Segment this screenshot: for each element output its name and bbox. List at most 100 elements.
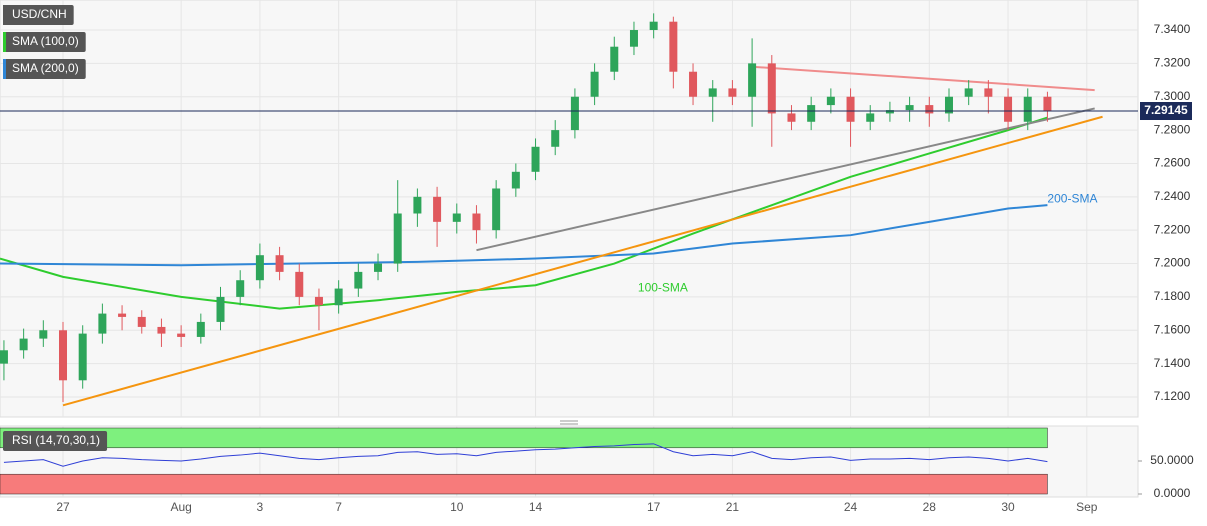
- last-price-box: [1140, 102, 1192, 121]
- last-price-label: 7.29145: [1144, 103, 1188, 117]
- legend-label: RSI (14,70,30,1): [12, 433, 100, 447]
- legend-box: [3, 32, 86, 52]
- candle-body: [866, 113, 875, 122]
- y-tick-label: 7.2400: [1154, 189, 1191, 203]
- candle-body: [196, 321, 205, 337]
- candle-body: [137, 316, 146, 327]
- x-tick-label: 17: [647, 500, 661, 514]
- y-tick-label: 7.3400: [1154, 22, 1191, 36]
- candle-body: [314, 296, 323, 306]
- candle-body: [531, 146, 540, 172]
- candle-body: [472, 213, 481, 231]
- candle-body: [826, 96, 835, 106]
- candle-body: [925, 105, 934, 114]
- x-tick-label: 7: [335, 500, 342, 514]
- candle-body: [452, 213, 461, 222]
- legend-swatch: [3, 32, 6, 52]
- candle-body: [0, 350, 8, 364]
- legend-item: SMA (100,0): [3, 32, 86, 52]
- y-tick-label: 0.0000: [1154, 486, 1191, 500]
- rsi-line: [3, 443, 1048, 467]
- x-tick-label: Sep: [1076, 500, 1098, 514]
- candle-body: [98, 313, 107, 334]
- candle-body: [393, 213, 402, 264]
- x-tick-label: 3: [257, 500, 264, 514]
- candle-body: [354, 271, 363, 289]
- rsi-band: [0, 473, 1048, 495]
- annotation: 200-SMA: [1047, 191, 1097, 205]
- legend-box: [3, 5, 74, 25]
- x-tick-label: 10: [450, 500, 464, 514]
- legend-label: USD/CNH: [12, 7, 67, 21]
- candle-body: [39, 330, 48, 339]
- candle-body: [374, 263, 383, 272]
- candle-body: [511, 171, 520, 189]
- legend-item: SMA (200,0): [3, 59, 86, 79]
- candle-body: [748, 63, 757, 97]
- legend-swatch: [3, 5, 6, 25]
- candle-body: [787, 113, 796, 122]
- candle-body: [1023, 96, 1032, 122]
- x-tick-label: 30: [1001, 500, 1015, 514]
- y-tick-label: 7.2800: [1154, 122, 1191, 136]
- x-tick-label: Aug: [170, 500, 191, 514]
- candle-body: [689, 71, 698, 97]
- legend-box: [3, 59, 86, 79]
- candle-body: [767, 63, 776, 114]
- line-series: [476, 107, 1095, 252]
- legend-box: [3, 431, 108, 451]
- legend-label: SMA (100,0): [12, 34, 79, 48]
- line-series: [752, 65, 1095, 92]
- candle-body: [295, 271, 304, 297]
- candle-body: [649, 21, 658, 31]
- x-tick-label: 28: [923, 500, 937, 514]
- candle-body: [728, 88, 737, 97]
- candle-body: [1004, 96, 1013, 122]
- y-tick-label: 7.3000: [1154, 89, 1191, 103]
- y-tick-label: 7.2000: [1154, 256, 1191, 270]
- candle-body: [885, 110, 894, 114]
- y-tick-label: 7.1400: [1154, 356, 1191, 370]
- x-tick-label: 27: [56, 500, 70, 514]
- candle-body: [413, 196, 422, 214]
- candle-body: [177, 333, 186, 337]
- candle-body: [708, 88, 717, 97]
- x-tick-label: 14: [529, 500, 543, 514]
- line-series: [62, 115, 1103, 407]
- legend-item: USD/CNH: [3, 5, 74, 25]
- rsi-band: [0, 427, 1048, 449]
- y-tick-label: 7.3200: [1154, 56, 1191, 70]
- y-tick-label: 7.1800: [1154, 289, 1191, 303]
- candle-body: [590, 71, 599, 97]
- candle-body: [807, 105, 816, 122]
- x-tick-label: 21: [726, 500, 740, 514]
- candle-body: [216, 296, 225, 322]
- candle-body: [275, 255, 284, 272]
- candle-body: [1043, 96, 1052, 111]
- candle-body: [255, 255, 264, 281]
- y-tick-label: 7.2200: [1154, 222, 1191, 236]
- y-tick-label: 7.1200: [1154, 389, 1191, 403]
- candle-body: [157, 326, 166, 334]
- legend-swatch: [3, 59, 6, 79]
- candle-body: [570, 96, 579, 131]
- candle-body: [236, 280, 245, 297]
- candle-body: [492, 188, 501, 231]
- candle-body: [551, 130, 560, 147]
- candle-body: [433, 196, 442, 222]
- candle-body: [59, 330, 68, 381]
- candle-body: [964, 88, 973, 97]
- candle-body: [19, 338, 28, 351]
- candle-body: [669, 21, 678, 72]
- y-tick-label: 50.0000: [1150, 453, 1194, 467]
- candle-body: [905, 105, 914, 111]
- candle-body: [629, 30, 638, 47]
- line-series: [0, 116, 1048, 310]
- candle-body: [118, 313, 127, 317]
- candle-body: [78, 333, 87, 381]
- candle-body: [846, 96, 855, 122]
- candle-body: [334, 288, 343, 306]
- annotation: 100-SMA: [638, 281, 688, 295]
- candle-body: [984, 88, 993, 97]
